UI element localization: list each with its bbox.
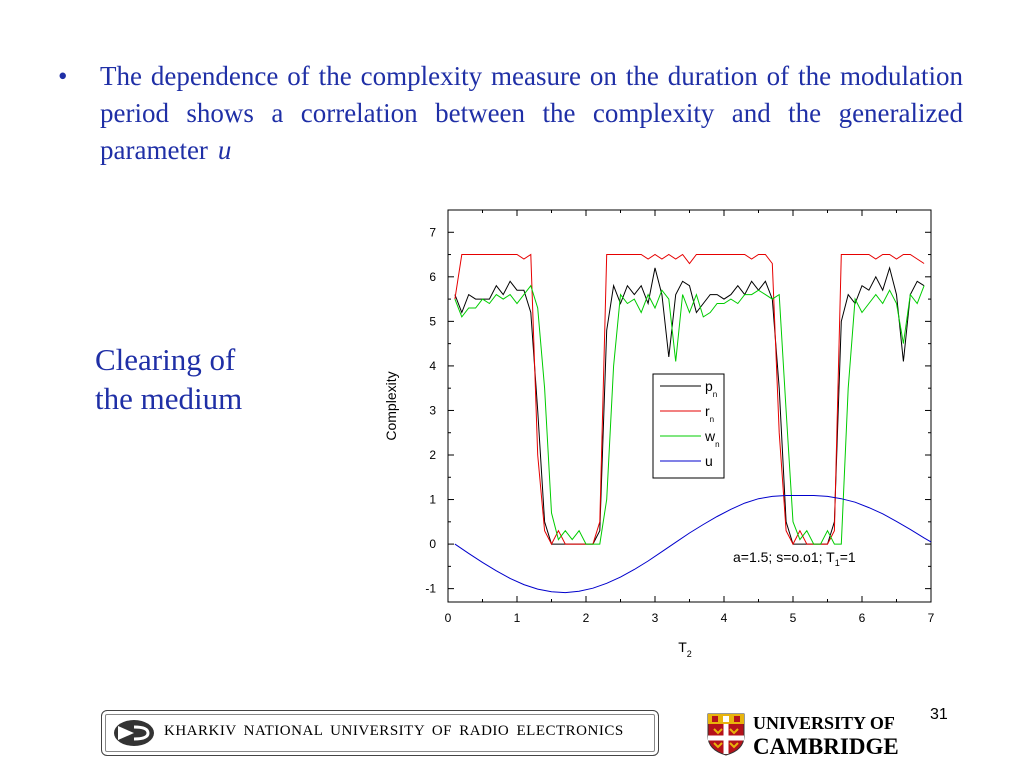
x-tick-label-7: 7 [928,611,935,625]
page-number: 31 [930,706,948,723]
legend-label-sub-r: n [710,415,714,424]
plot-frame [447,209,932,603]
annotation-sub: 1 [835,558,840,568]
bullet-parameter: u [217,135,232,165]
legend-label-sub-p: n [713,390,717,399]
cambridge-line2: CAMBRIDGE [753,734,899,759]
axis-ticks: 0 1 2 3 4 5 6 7 -1 0 1 2 3 4 5 6 7 [425,210,935,625]
series-line-w [454,284,925,545]
y-tick-label-5: 4 [429,359,436,373]
x-axis-label-main: T [678,639,687,655]
kharkiv-text: KHARKIV NATIONAL UNIVERSITY OF RADIO ELE… [164,723,624,739]
annotation-prefix: a=1.5; s=o.o1; T [733,549,835,565]
bullet-dot: • [58,61,68,91]
side-label-line1: Clearing of [95,342,236,377]
legend-label-main-u: u [705,453,713,469]
y-tick-label-2: 1 [429,493,436,507]
series-layer [454,253,932,594]
x-axis-label-sub: 2 [687,649,692,659]
y-tick-label-1: 0 [429,537,436,551]
y-tick-label-6: 5 [429,314,436,328]
legend-label-sub-w: n [715,440,719,449]
side-label: Clearing of the medium [95,340,242,418]
y-axis-label: Complexity [383,371,399,440]
x-tick-label-2: 2 [583,611,590,625]
legend-label-r: rn [705,403,714,424]
cambridge-crest-icon [707,713,745,756]
annotation-suffix: =1 [840,549,856,565]
legend-label-main-r: r [705,403,710,419]
bullet-text: The dependence of the complexity measure… [100,58,963,169]
legend-label-w: wn [704,428,720,449]
cambridge-wordmark: UNIVERSITY OF CAMBRIDGE [753,711,899,759]
y-tick-label-4: 3 [429,403,436,417]
x-tick-label-4: 4 [721,611,728,625]
x-tick-label-5: 5 [790,611,797,625]
cambridge-line1: UNIVERSITY OF [753,713,895,733]
x-axis-label: T2 [678,639,692,659]
y-tick-label-3: 2 [429,448,436,462]
series-line-p [454,266,925,545]
parameter-annotation: a=1.5; s=o.o1; T1=1 [733,549,856,568]
series-line-r [454,253,925,546]
bullet-sentence: The dependence of the complexity measure… [100,61,963,165]
series-line-u [454,495,932,594]
y-tick-label-8: 7 [429,225,436,239]
x-tick-label-1: 1 [514,611,521,625]
legend-label-u: u [705,453,713,469]
side-label-line2: the medium [95,381,243,416]
bullet-block: • The dependence of the complexity measu… [58,58,963,169]
x-tick-label-6: 6 [859,611,866,625]
y-tick-label-0: -1 [425,582,436,596]
kharkiv-logo-icon [114,720,154,746]
legend-label-main-w: w [704,428,716,444]
x-tick-label-3: 3 [652,611,659,625]
legend-label-p: pn [705,378,717,399]
legend-label-main-p: p [705,378,713,394]
y-tick-label-7: 6 [429,270,436,284]
kharkiv-footer: KHARKIV NATIONAL UNIVERSITY OF RADIO ELE… [101,710,659,756]
x-tick-label-0: 0 [445,611,452,625]
